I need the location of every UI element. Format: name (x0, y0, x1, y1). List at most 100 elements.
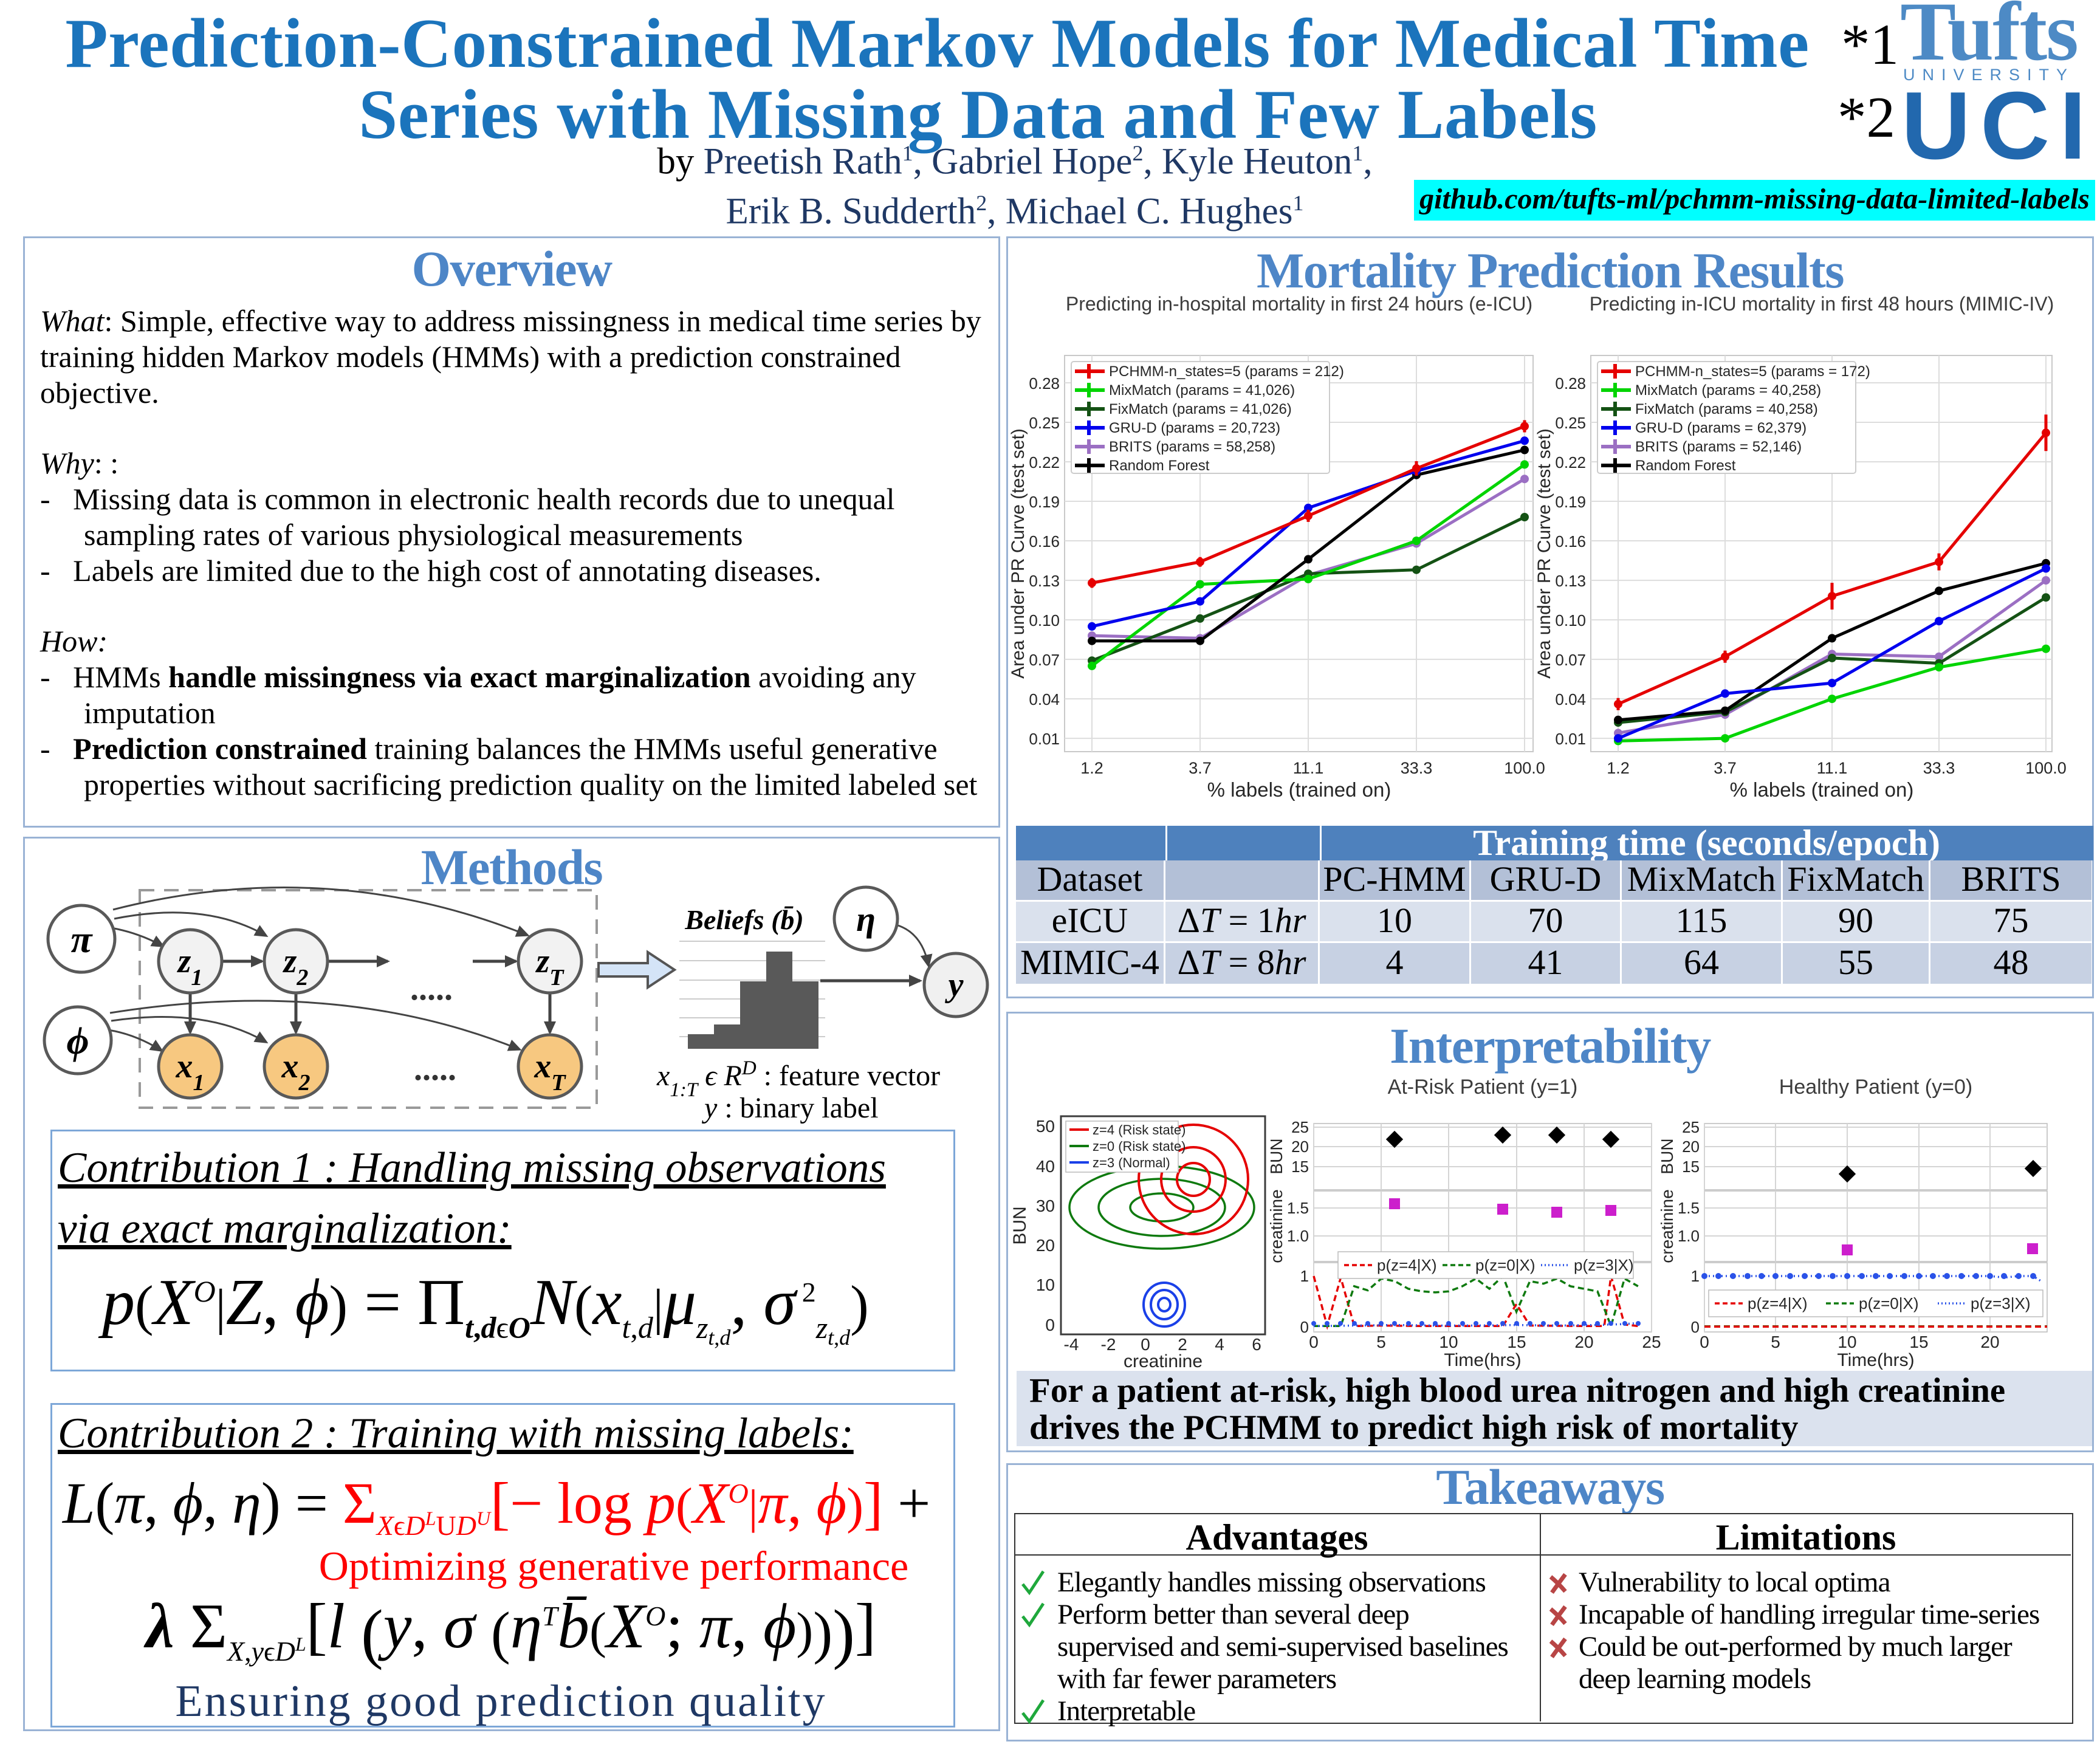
svg-text:1: 1 (1691, 1267, 1700, 1285)
svg-text:0.22: 0.22 (1555, 453, 1586, 472)
svg-text:0.22: 0.22 (1029, 453, 1060, 472)
svg-text:Time(hrs): Time(hrs) (1444, 1350, 1521, 1370)
svg-text:PCHMM-n_states=5 (params = 172: PCHMM-n_states=5 (params = 172) (1635, 363, 1870, 380)
svg-text:0.07: 0.07 (1029, 651, 1060, 669)
svg-text:Area under PR Curve (test set): Area under PR Curve (test set) (1008, 428, 1028, 679)
svg-text:0.28: 0.28 (1555, 374, 1586, 393)
svg-text:0.25: 0.25 (1029, 414, 1060, 432)
svg-text:MixMatch (params = 40,258): MixMatch (params = 40,258) (1635, 382, 1821, 399)
svg-text:Predicting in-ICU mortality in: Predicting in-ICU mortality in first 48 … (1590, 293, 2054, 315)
svg-text:.....: ..... (414, 1050, 456, 1088)
svg-text:FixMatch (params = 40,258): FixMatch (params = 40,258) (1635, 401, 1818, 417)
svg-text:0.01: 0.01 (1555, 730, 1586, 748)
svg-text:BRITS (params = 52,146): BRITS (params = 52,146) (1635, 439, 1802, 455)
svg-text:0: 0 (1691, 1318, 1700, 1336)
svg-text:y: y (945, 966, 964, 1004)
svg-text:-4: -4 (1064, 1335, 1079, 1354)
svg-text:25: 25 (1291, 1118, 1309, 1136)
svg-text:20: 20 (1682, 1138, 1700, 1156)
svg-text:Healthy Patient (y=0): Healthy Patient (y=0) (1779, 1076, 1972, 1099)
svg-text:0: 0 (1309, 1333, 1319, 1351)
svg-text:p(z=4|X): p(z=4|X) (1748, 1294, 1808, 1312)
svg-text:5: 5 (1376, 1333, 1386, 1351)
svg-text:p(z=0|X): p(z=0|X) (1475, 1256, 1536, 1274)
svg-text:11.1: 11.1 (1817, 759, 1848, 777)
svg-text:0: 0 (1141, 1335, 1150, 1354)
svg-text:4: 4 (1215, 1335, 1224, 1354)
svg-text:1.5: 1.5 (1287, 1199, 1309, 1217)
svg-text:0.28: 0.28 (1029, 374, 1060, 393)
svg-text:% labels (trained on): % labels (trained on) (1730, 778, 1914, 801)
svg-text:25: 25 (1682, 1118, 1700, 1136)
svg-text:20: 20 (1980, 1333, 1999, 1351)
svg-text:30: 30 (1036, 1196, 1055, 1215)
svg-text:10: 10 (1439, 1333, 1458, 1351)
svg-text:10: 10 (1036, 1275, 1055, 1294)
svg-text:1.0: 1.0 (1287, 1227, 1309, 1245)
svg-text:creatinine: creatinine (1124, 1351, 1203, 1371)
svg-text:1.2: 1.2 (1607, 759, 1630, 777)
svg-text:0: 0 (1300, 1318, 1309, 1336)
svg-text:.....: ..... (410, 970, 453, 1007)
svg-text:p(z=4|X): p(z=4|X) (1377, 1256, 1437, 1274)
svg-text:η: η (856, 899, 876, 939)
svg-text:33.3: 33.3 (1923, 759, 1955, 777)
svg-text:5: 5 (1771, 1333, 1780, 1351)
svg-text:2: 2 (1178, 1335, 1187, 1354)
svg-text:15: 15 (1291, 1158, 1309, 1176)
svg-text:40: 40 (1036, 1157, 1055, 1176)
svg-text:ϕ: ϕ (66, 1019, 89, 1062)
svg-text:1.5: 1.5 (1678, 1199, 1700, 1217)
svg-text:3.7: 3.7 (1714, 759, 1737, 777)
svg-text:p(z=3|X): p(z=3|X) (1574, 1256, 1634, 1274)
svg-text:0.16: 0.16 (1555, 532, 1586, 551)
svg-text:Time(hrs): Time(hrs) (1837, 1350, 1914, 1370)
svg-text:100.0: 100.0 (2025, 759, 2067, 777)
svg-text:GRU-D (params = 20,723): GRU-D (params = 20,723) (1109, 420, 1280, 436)
svg-text:0: 0 (1045, 1316, 1055, 1334)
svg-text:BUN: BUN (1267, 1138, 1286, 1174)
svg-text:creatinine: creatinine (1658, 1189, 1676, 1263)
svg-text:0.10: 0.10 (1555, 611, 1586, 630)
svg-text:15: 15 (1909, 1333, 1928, 1351)
svg-text:100.0: 100.0 (1504, 759, 1545, 777)
svg-text:BRITS (params = 58,258): BRITS (params = 58,258) (1109, 439, 1275, 455)
svg-text:p(z=3|X): p(z=3|X) (1971, 1294, 2031, 1312)
svg-text:0.04: 0.04 (1555, 690, 1586, 709)
svg-text:PCHMM-n_states=5 (params = 212: PCHMM-n_states=5 (params = 212) (1109, 363, 1344, 380)
svg-text:20: 20 (1291, 1138, 1309, 1156)
svg-text:10: 10 (1837, 1333, 1856, 1351)
svg-text:z=3 (Normal): z=3 (Normal) (1093, 1155, 1170, 1170)
svg-text:MixMatch (params = 41,026): MixMatch (params = 41,026) (1109, 382, 1295, 399)
svg-text:6: 6 (1252, 1335, 1261, 1354)
svg-text:0.01: 0.01 (1029, 730, 1060, 748)
svg-text:15: 15 (1507, 1333, 1526, 1351)
svg-text:11.1: 11.1 (1293, 759, 1324, 777)
svg-text:0.04: 0.04 (1029, 690, 1060, 709)
svg-text:0.19: 0.19 (1029, 493, 1060, 511)
svg-text:Predicting in-hospital mortali: Predicting in-hospital mortality in firs… (1066, 293, 1532, 315)
svg-text:50: 50 (1036, 1117, 1055, 1136)
svg-text:GRU-D (params = 62,379): GRU-D (params = 62,379) (1635, 420, 1807, 436)
svg-text:π: π (71, 918, 94, 961)
svg-text:FixMatch (params = 41,026): FixMatch (params = 41,026) (1109, 401, 1292, 417)
svg-text:15: 15 (1682, 1158, 1700, 1176)
svg-text:% labels (trained on): % labels (trained on) (1207, 778, 1391, 801)
svg-text:20: 20 (1036, 1236, 1055, 1255)
svg-text:0.13: 0.13 (1555, 572, 1586, 590)
svg-text:BUN: BUN (1658, 1138, 1676, 1174)
svg-text:At-Risk Patient (y=1): At-Risk Patient (y=1) (1388, 1076, 1578, 1099)
svg-text:creatinine: creatinine (1267, 1189, 1286, 1263)
svg-text:25: 25 (1642, 1333, 1661, 1351)
svg-text:Random Forest: Random Forest (1635, 458, 1736, 474)
svg-text:BUN: BUN (1010, 1206, 1030, 1244)
svg-text:0.19: 0.19 (1555, 493, 1586, 511)
svg-text:Beliefs (b̄): Beliefs (b̄) (684, 904, 803, 935)
svg-text:0.13: 0.13 (1029, 572, 1060, 590)
svg-text:1.0: 1.0 (1678, 1227, 1700, 1245)
svg-text:Area under PR Curve (test set): Area under PR Curve (test set) (1534, 428, 1554, 679)
svg-text:0.10: 0.10 (1029, 611, 1060, 630)
svg-text:0: 0 (1700, 1333, 1709, 1351)
svg-text:z=4 (Risk state): z=4 (Risk state) (1093, 1122, 1186, 1138)
svg-text:1: 1 (1300, 1267, 1309, 1285)
